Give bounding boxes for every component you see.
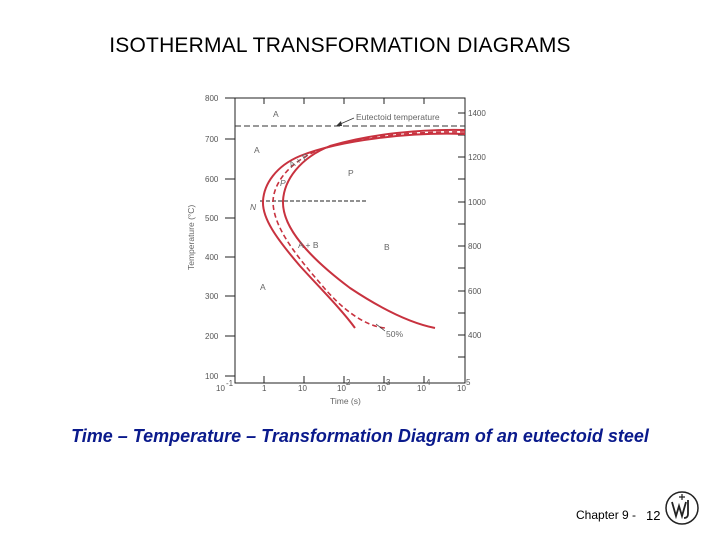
right-tick-label: 1200 [468,153,486,162]
x-tick-label: 10 [377,384,386,393]
right-tick-label: 1000 [468,198,486,207]
region-austenite-bainite: A + B [298,240,319,250]
region-pearlite: P [348,168,354,178]
x-tick-exponent: 4 [426,378,431,387]
fifty-percent-label: 50% [386,329,403,339]
plot-frame [234,97,466,384]
transformation-finish-curve [281,128,466,329]
x-tick-exponent: 2 [346,378,351,387]
publisher-logo-icon [664,490,700,526]
left-tick-label: 200 [205,332,219,341]
eutectoid-label: Eutectoid temperature [356,112,440,122]
x-tick-label: 10 [417,384,426,393]
region-bainite: B [384,242,390,252]
right-tick-label: 600 [468,287,482,296]
left-tick-label: 500 [205,214,219,223]
ttt-diagram: 800 700 600 500 400 300 200 100 1400 120… [180,88,500,408]
x-tick-label: 10 [298,384,307,393]
left-tick-label: 700 [205,135,219,144]
x-tick-label: 10 [216,384,225,393]
left-tick-label: 800 [205,94,219,103]
right-tick-label: 400 [468,331,482,340]
left-tick-label: 300 [205,292,219,301]
fifty-percent-curve [272,131,466,329]
nose-label-p: P [280,178,286,188]
x-tick-label: 1 [262,384,267,393]
right-tick-label: 1400 [468,109,486,118]
figure-caption: Time – Temperature – Transformation Diag… [71,426,649,446]
right-tick-label: 800 [468,242,482,251]
left-tick-label: 400 [205,253,219,262]
right-axis: 1400 1200 1000 800 600 400 [458,109,486,358]
x-tick-exponent: 3 [386,378,391,387]
region-austenite-top: A [273,109,279,119]
y-axis-title: Temperature (°C) [186,205,196,270]
x-tick-label: 10 [337,384,346,393]
slide-title: ISOTHERMAL TRANSFORMATION DIAGRAMS [109,34,571,57]
left-tick-label: 100 [205,372,219,381]
region-austenite-low: A [260,282,266,292]
eutectoid-arrowhead [336,121,342,126]
left-axis: 800 700 600 500 400 300 200 100 [205,94,235,381]
chapter-label: Chapter 9 - [576,508,637,522]
ttt-diagram-svg: 800 700 600 500 400 300 200 100 1400 120… [186,94,486,406]
transformation-start-curve [261,132,466,329]
page-number: 12 [646,508,661,523]
x-axis-title: Time (s) [330,396,361,406]
nose-label-n: N [250,202,257,212]
x-tick-label: 10 [457,384,466,393]
fifty-percent-pointer [375,323,386,332]
x-tick-exponent: -1 [226,379,234,388]
x-tick-exponent: 5 [466,378,471,387]
left-tick-label: 600 [205,175,219,184]
region-austenite-left: A [254,145,260,155]
x-axis: 10 -1 1 10 10 2 10 3 10 4 10 5 [216,98,471,393]
